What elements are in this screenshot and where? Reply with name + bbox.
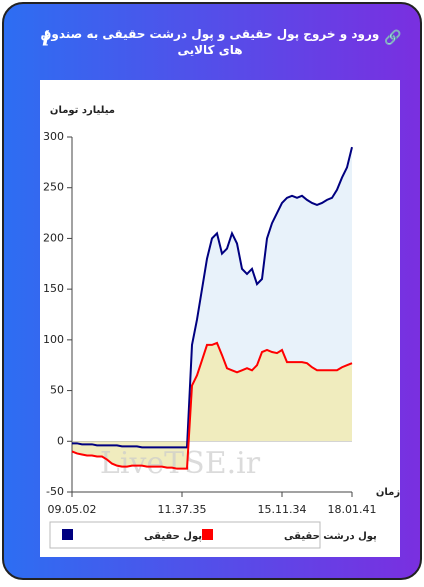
y-tick-label: 50: [50, 384, 64, 397]
watermark: LiveTSE.ir: [100, 446, 261, 481]
chart-title: ورود و خروج پول حقیقی و پول درشت حقیقی ب…: [40, 27, 380, 57]
line: [71, 341, 353, 470]
legend-label: پول حقیقی: [144, 531, 202, 542]
x-tick-label: 18.01.41: [328, 503, 377, 516]
y-tick-label: 0: [57, 434, 64, 447]
area: [72, 342, 352, 469]
y-tick-label: 250: [43, 181, 64, 194]
line: [72, 146, 353, 449]
x-axis-label: زمان: [376, 487, 400, 498]
legend: [49, 521, 321, 549]
y-tick-label: 150: [43, 282, 64, 295]
x-tick-label: 15.11.34: [258, 503, 307, 516]
y-tick-label: 200: [43, 231, 64, 244]
info-icon[interactable]: i: [42, 27, 50, 51]
title-box: ورود و خروج پول حقیقی و پول درشت حقیقی ب…: [40, 27, 380, 57]
x-tick-label: 09.05.02: [48, 503, 97, 516]
y-tick-label: -50: [46, 485, 64, 498]
legend-swatch: [62, 529, 73, 540]
x-tick-label: 11.37.35: [158, 503, 207, 516]
legend-swatch: [202, 529, 213, 540]
y-axis-label: میلیارد تومان: [50, 105, 115, 116]
legend-label: پول درشت حقیقی: [284, 531, 377, 542]
link-icon[interactable]: 🔗: [384, 28, 402, 46]
y-tick-label: 100: [43, 333, 64, 346]
y-tick-label: 300: [43, 130, 64, 143]
